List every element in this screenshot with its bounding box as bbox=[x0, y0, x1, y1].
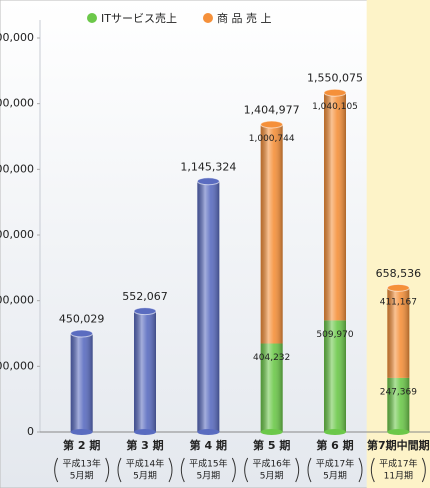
x-sublabel: 5月期 bbox=[70, 471, 94, 482]
bar-shine bbox=[324, 320, 346, 432]
bar-bottom bbox=[70, 429, 93, 435]
total-label: 658,536 bbox=[376, 267, 422, 280]
bar-top bbox=[386, 283, 410, 292]
value-label: 509,970 bbox=[316, 330, 353, 340]
bar-shine bbox=[387, 377, 410, 432]
paren bbox=[295, 457, 300, 483]
value-label: 247,369 bbox=[380, 387, 417, 397]
y-tick-label: 0 bbox=[27, 425, 34, 438]
bar-shine bbox=[387, 287, 410, 378]
bar-bottom bbox=[260, 429, 283, 435]
bar-top bbox=[196, 177, 220, 186]
bar-bottom bbox=[324, 429, 346, 435]
x-sublabel: 平成17年 bbox=[379, 458, 417, 470]
bar-top bbox=[323, 88, 347, 97]
paren bbox=[421, 457, 426, 483]
x-tick-label: 第7期中間期 bbox=[367, 438, 430, 452]
total-label: 1,550,075 bbox=[307, 72, 363, 85]
y-tick-label: 300,000 bbox=[0, 359, 34, 372]
bar-shine bbox=[197, 181, 220, 432]
paren bbox=[180, 457, 185, 483]
y-tick-label: 1,200,000 bbox=[0, 162, 34, 175]
bar-top bbox=[260, 120, 284, 129]
x-sublabel: 平成14年 bbox=[126, 458, 164, 470]
value-label: 1,040,105 bbox=[312, 102, 358, 112]
paren bbox=[358, 457, 363, 483]
value-label: 450,029 bbox=[59, 312, 105, 325]
paren bbox=[54, 457, 59, 483]
x-tick-label: 第 6 期 bbox=[316, 438, 353, 452]
bar-shine bbox=[70, 333, 93, 432]
x-tick-label: 第 5 期 bbox=[253, 438, 290, 452]
paren bbox=[117, 457, 122, 483]
bar-shine bbox=[260, 343, 283, 432]
x-tick-label: 第 4 期 bbox=[190, 438, 227, 452]
paren bbox=[168, 457, 173, 483]
x-sublabel: 11月期 bbox=[384, 471, 413, 482]
bar-bottom bbox=[197, 429, 220, 435]
paren bbox=[105, 457, 110, 483]
paren bbox=[231, 457, 236, 483]
x-sublabel: 平成13年 bbox=[62, 458, 100, 470]
x-sublabel: 平成17年 bbox=[316, 458, 354, 470]
legend-label: 商 品 売 上 bbox=[217, 11, 272, 25]
bar-shine bbox=[324, 92, 346, 321]
x-sublabel: 5月期 bbox=[196, 471, 220, 482]
x-sublabel: 5月期 bbox=[260, 471, 284, 482]
y-tick-label: 1,500,000 bbox=[0, 97, 34, 110]
paren bbox=[370, 457, 375, 483]
value-label: 404,232 bbox=[253, 353, 290, 363]
bar-top bbox=[133, 307, 157, 316]
bar-shine bbox=[260, 124, 283, 344]
x-sublabel: 5月期 bbox=[323, 471, 347, 482]
value-label: 1,000,744 bbox=[249, 134, 295, 144]
x-tick-label: 第 3 期 bbox=[126, 438, 163, 452]
x-tick-label: 第 2 期 bbox=[63, 438, 100, 452]
y-tick-label: 900,000 bbox=[0, 228, 34, 241]
x-sublabel: 5月期 bbox=[133, 471, 157, 482]
x-sublabel: 平成15年 bbox=[189, 458, 227, 470]
legend-marker bbox=[87, 13, 97, 23]
bar-bottom bbox=[387, 429, 410, 435]
y-tick-label: 600,000 bbox=[0, 294, 34, 307]
value-label: 411,167 bbox=[380, 297, 417, 307]
value-label: 552,067 bbox=[122, 290, 168, 303]
y-tick-label: 1,800,000 bbox=[0, 31, 34, 44]
bar-bottom bbox=[134, 429, 156, 435]
total-label: 1,404,977 bbox=[244, 103, 300, 116]
bar-shine bbox=[134, 311, 156, 432]
paren bbox=[244, 457, 249, 483]
value-label: 1,145,324 bbox=[180, 160, 236, 173]
legend-marker bbox=[202, 13, 213, 23]
paren bbox=[307, 457, 312, 483]
bar-top bbox=[70, 329, 94, 338]
legend-label: ITサービス売上 bbox=[101, 12, 177, 25]
x-sublabel: 平成16年 bbox=[252, 458, 290, 470]
